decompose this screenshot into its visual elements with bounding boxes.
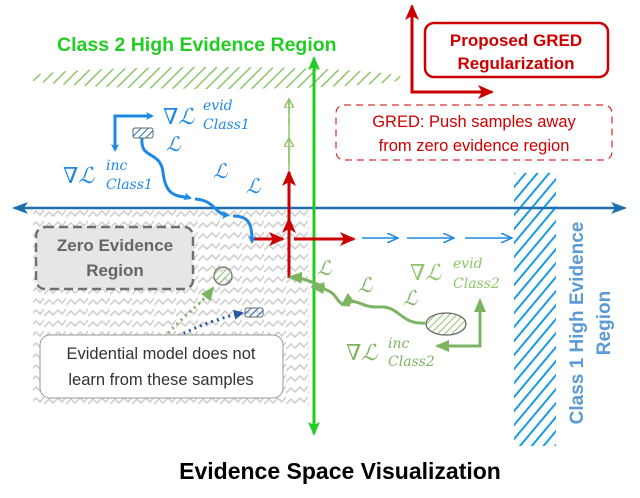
zero-region-line2: Region <box>86 261 144 280</box>
zero-region-sample <box>244 307 264 318</box>
class1-region-line2: Region <box>594 291 615 355</box>
svg-text:inc: inc <box>106 158 127 174</box>
loss-label: ℒ <box>246 174 261 198</box>
proposed-gred-line2: Regularization <box>457 54 574 73</box>
svg-text:Class1: Class1 <box>203 117 250 133</box>
loss-label: ℒ <box>317 256 332 280</box>
proposed-corner-arrow <box>410 16 494 99</box>
evidential-note-line1: Evidential model does not <box>67 345 256 363</box>
zero-region-sample <box>213 266 233 286</box>
diagram-title: Evidence Space Visualization <box>179 458 501 484</box>
class2-sample <box>425 312 467 336</box>
zero-sample-dotted-arrow <box>177 309 244 338</box>
class2-high-evidence-area <box>27 67 403 89</box>
class1-inc-gradient-label: ∇ℒ inc Class1 <box>63 158 153 193</box>
class1-evid-gradient-label: ∇ℒ evid Class1 <box>163 98 250 133</box>
svg-text:∇ℒ: ∇ℒ <box>63 164 95 189</box>
class2-loss-path <box>340 292 426 325</box>
class1-loss-path-3 <box>232 214 256 244</box>
class2-loss-path-2 <box>310 282 351 307</box>
class1-high-evidence-area <box>514 173 556 446</box>
evidential-note-box <box>39 334 284 399</box>
proposed-gred-line1: Proposed GRED <box>450 31 582 50</box>
gred-note-line2: from zero evidence region <box>379 137 570 155</box>
evidential-note-line2: learn from these samples <box>68 371 253 389</box>
svg-text:Class1: Class1 <box>106 177 153 193</box>
svg-text:∇ℒ: ∇ℒ <box>163 105 195 130</box>
svg-text:∇ℒ: ∇ℒ <box>410 261 442 286</box>
svg-text:∇ℒ: ∇ℒ <box>346 341 378 366</box>
class2-inc-gradient-label: ∇ℒ inc Class2 <box>346 336 435 370</box>
zero-evidence-region-box <box>34 225 195 291</box>
zero-sample-dotted-arrow <box>166 286 215 335</box>
class1-sample <box>132 127 154 139</box>
class2-loss-path-3 <box>288 271 326 289</box>
zero-region-line1: Zero Evidence <box>57 236 173 255</box>
loss-label: ℒ <box>358 273 373 297</box>
svg-text:evid: evid <box>203 98 233 114</box>
svg-text:inc: inc <box>388 336 409 352</box>
class2-region-label: Class 2 High Evidence Region <box>57 34 337 56</box>
loss-label: ℒ <box>166 132 181 156</box>
proposed-gred-box <box>423 21 610 79</box>
class2-evid-gradient-label: ∇ℒ evid Class2 <box>410 256 500 292</box>
class1-region-line1: Class 1 High Evidence <box>567 222 588 425</box>
svg-text:evid: evid <box>453 256 483 272</box>
svg-text:Class2: Class2 <box>453 276 500 292</box>
loss-label: ℒ <box>403 286 418 310</box>
class1-loss-path <box>140 137 192 201</box>
gred-note-box <box>335 104 613 161</box>
class1-loss-path-2 <box>194 197 230 219</box>
svg-text:Class2: Class2 <box>388 354 435 370</box>
gred-note-line1: GRED: Push samples away <box>372 113 576 131</box>
loss-label: ℒ <box>213 159 228 183</box>
